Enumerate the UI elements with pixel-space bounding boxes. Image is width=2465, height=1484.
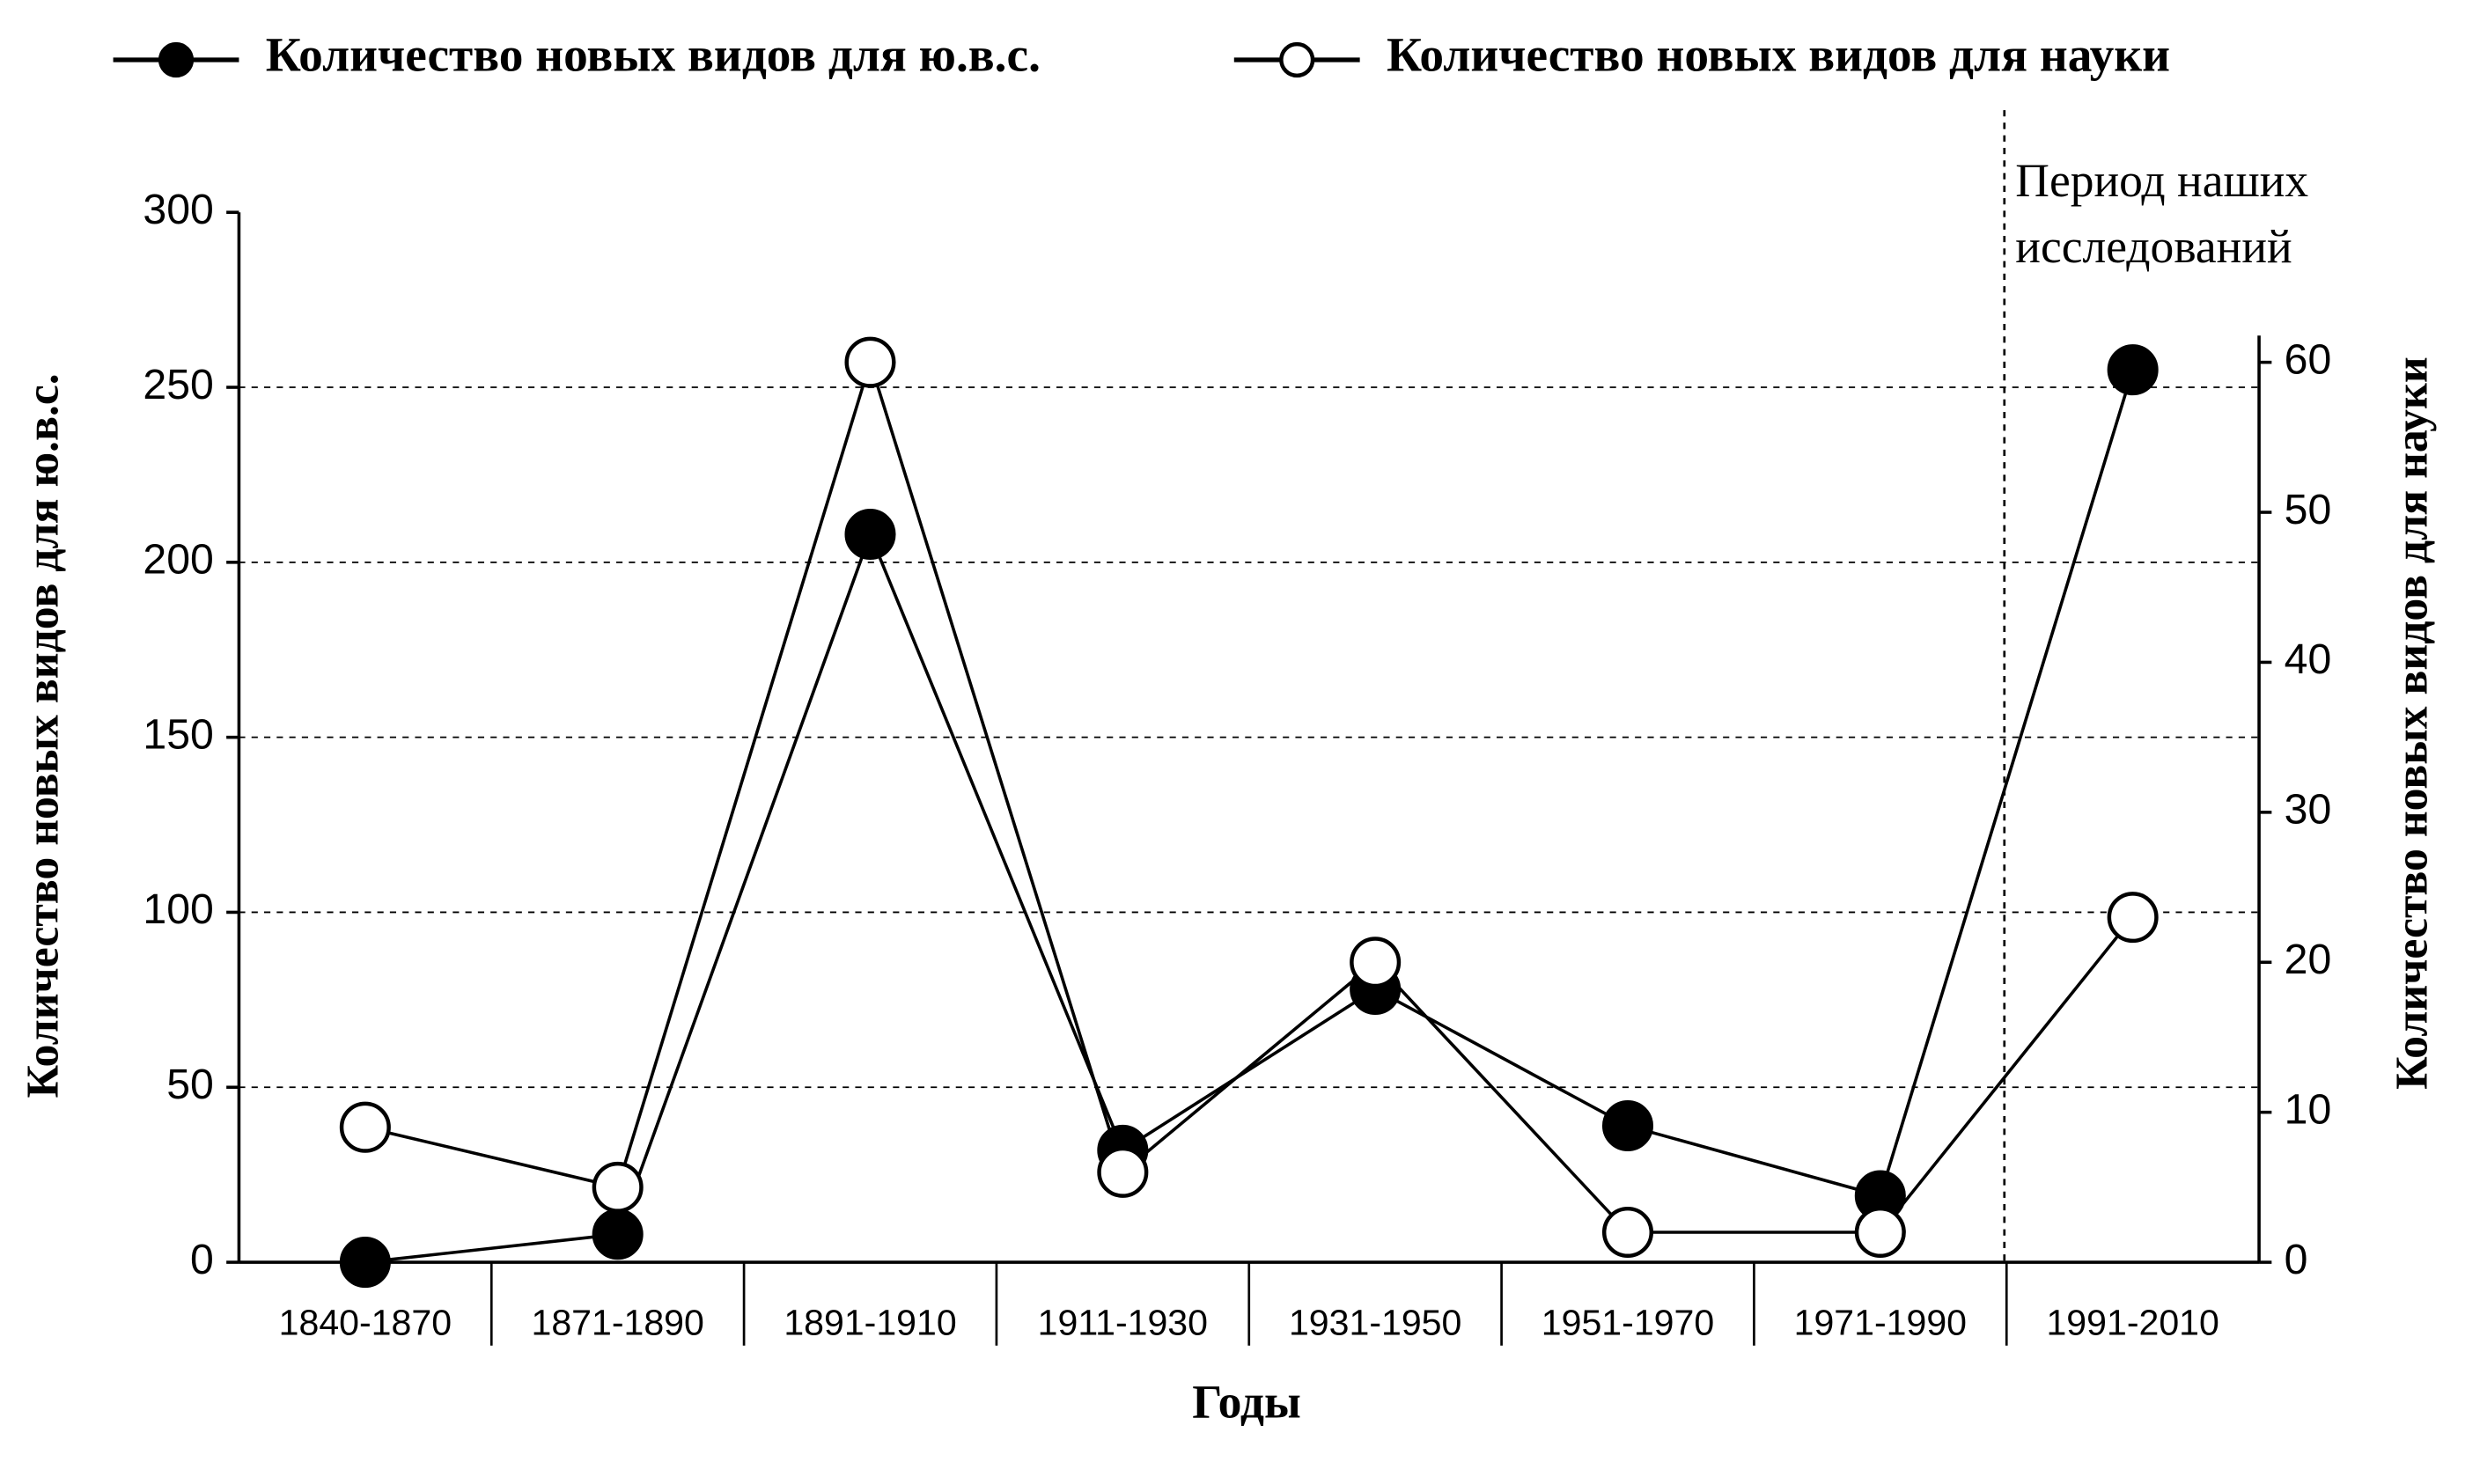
marker (2107, 892, 2159, 944)
series-line (364, 369, 2135, 1264)
legend-label: Количество новых видов для ю.в.с. (266, 28, 1041, 82)
x-tick-label: 1911-1930 (1038, 1302, 1208, 1342)
marker (592, 1161, 644, 1213)
legend-label: Количество новых видов для науки (1387, 28, 2170, 82)
x-tick-label: 1871-1890 (531, 1302, 703, 1342)
marker (844, 509, 896, 561)
x-tick-label: 1840-1870 (279, 1302, 452, 1342)
marker (2107, 344, 2159, 396)
y-tick-label: 250 (143, 361, 213, 408)
x-axis-title: Годы (1192, 1376, 1301, 1429)
y-tick-label: 150 (143, 710, 213, 758)
marker (844, 336, 896, 388)
y-axis-title: Количество новых видов для ю.в.с. (18, 373, 68, 1098)
y2-tick-label: 10 (2285, 1085, 2332, 1133)
x-tick-label: 1991-2010 (2046, 1302, 2218, 1342)
x-tick-label: 1951-1970 (1542, 1302, 1714, 1342)
y-tick-label: 100 (143, 885, 213, 933)
x-tick-label: 1971-1990 (1794, 1302, 1967, 1342)
y2-axis-title: Количество новых видов для науки (2388, 356, 2438, 1090)
y2-tick-label: 40 (2285, 635, 2332, 683)
marker (1854, 1206, 1906, 1259)
marker (1097, 1146, 1149, 1198)
y2-tick-label: 20 (2285, 936, 2332, 983)
x-tick-label: 1931-1950 (1289, 1302, 1461, 1342)
marker (339, 1237, 391, 1289)
y2-tick-label: 50 (2285, 486, 2332, 533)
marker (339, 1101, 391, 1153)
annotation: Период наших (2015, 154, 2308, 207)
y-tick-label: 50 (166, 1061, 214, 1108)
marker (1350, 937, 1402, 988)
marker (1601, 1099, 1654, 1152)
legend-marker (1279, 41, 1315, 78)
y-tick-label: 0 (190, 1236, 214, 1283)
y-tick-label: 200 (143, 536, 213, 584)
annotation: исследований (2015, 220, 2292, 273)
y-tick-label: 300 (143, 186, 213, 233)
y2-tick-label: 60 (2285, 335, 2332, 383)
legend-marker (158, 41, 195, 78)
marker (592, 1209, 644, 1260)
x-tick-label: 1891-1910 (784, 1302, 956, 1342)
series-line (364, 356, 2135, 1234)
marker (1601, 1206, 1654, 1259)
y2-tick-label: 30 (2285, 786, 2332, 834)
y2-tick-label: 0 (2285, 1236, 2308, 1283)
